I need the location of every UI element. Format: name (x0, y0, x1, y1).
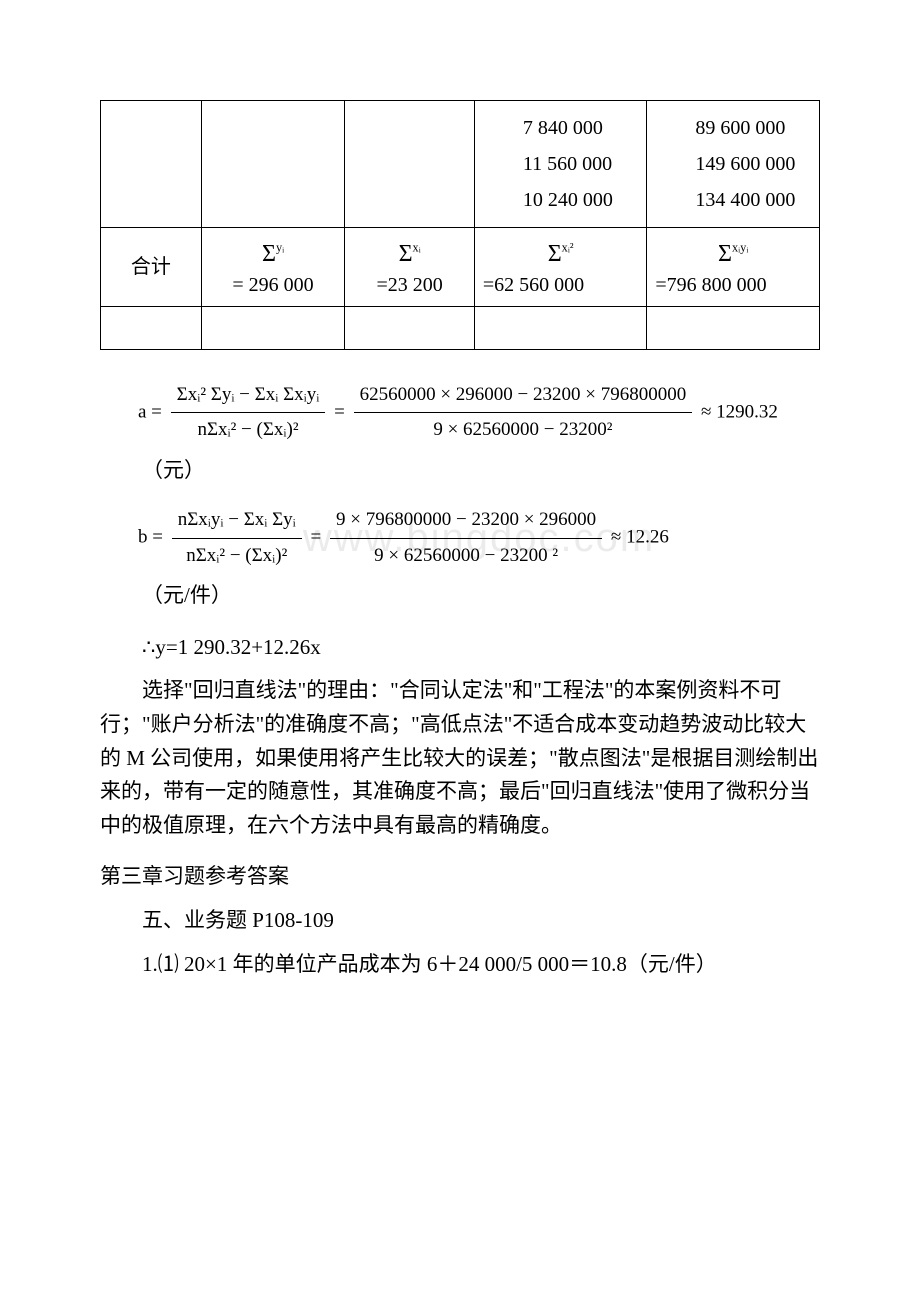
denominator: 9 × 62560000 − 23200 ² (330, 539, 602, 571)
value-line: 149 600 000 (655, 149, 811, 179)
section-heading: 五、业务题 P108-109 (100, 904, 820, 938)
fraction: Σxᵢ² Σyᵢ − Σxᵢ Σxᵢyᵢ nΣxᵢ² − (Σxᵢ)² (171, 380, 326, 446)
formula-lhs: b = (138, 527, 163, 548)
value-line: 7 840 000 (483, 113, 639, 143)
approx-result: ≈ 12.26 (611, 527, 669, 548)
value-line: 11 560 000 (483, 149, 639, 179)
explanation-paragraph: 选择"回归直线法"的理由："合同认定法"和"工程法"的本案例资料不可行；"账户分… (100, 674, 820, 842)
cell-blank (201, 101, 345, 228)
cell-empty (647, 307, 820, 350)
chapter-heading: 第三章习题参考答案 (100, 860, 820, 894)
numerator: 9 × 796800000 − 23200 × 296000 (330, 505, 602, 538)
table-row-total: 合计 Σyᵢ = 296 000 Σxᵢ =23 200 Σxᵢ² =62 56… (101, 228, 820, 307)
cell-sum-xiyi: Σxᵢyᵢ =796 800 000 (647, 228, 820, 307)
fraction: nΣxᵢyᵢ − Σxᵢ Σyᵢ nΣxᵢ² − (Σxᵢ)² (172, 505, 302, 571)
cell-blank (345, 101, 474, 228)
equals: = (334, 401, 345, 422)
cell-sum-yi: Σyᵢ = 296 000 (201, 228, 345, 307)
formula-a: a = Σxᵢ² Σyᵢ − Σxᵢ Σxᵢyᵢ nΣxᵢ² − (Σxᵢ)² … (138, 380, 820, 446)
equals: = (311, 527, 322, 548)
value-line: 89 600 000 (655, 113, 811, 143)
cell-sum-xi2: Σxᵢ² =62 560 000 (474, 228, 647, 307)
numerator: nΣxᵢyᵢ − Σxᵢ Σyᵢ (172, 505, 302, 538)
cell-sum-xi: Σxᵢ =23 200 (345, 228, 474, 307)
cell-blank (101, 101, 202, 228)
value-line: 10 240 000 (483, 185, 639, 215)
equation-y: ∴y=1 290.32+12.26x (100, 631, 820, 665)
denominator: 9 × 62560000 − 23200² (354, 413, 693, 445)
approx-result: ≈ 1290.32 (701, 401, 778, 422)
numerator: 62560000 × 296000 − 23200 × 796800000 (354, 380, 693, 413)
fraction: 9 × 796800000 − 23200 × 296000 9 × 62560… (330, 505, 602, 571)
cell-empty (474, 307, 647, 350)
cell-total-label: 合计 (101, 228, 202, 307)
denominator: nΣxᵢ² − (Σxᵢ)² (172, 539, 302, 571)
formula-b: b = nΣxᵢyᵢ − Σxᵢ Σyᵢ nΣxᵢ² − (Σxᵢ)² = 9 … (138, 505, 820, 571)
cell-empty (345, 307, 474, 350)
denominator: nΣxᵢ² − (Σxᵢ)² (171, 413, 326, 445)
cell-xiyi-values: 89 600 000 149 600 000 134 400 000 (647, 101, 820, 228)
table-row: 7 840 000 11 560 000 10 240 000 89 600 0… (101, 101, 820, 228)
regression-data-table: 7 840 000 11 560 000 10 240 000 89 600 0… (100, 100, 820, 350)
cell-empty (201, 307, 345, 350)
unit-b: （元/件） (142, 579, 820, 613)
question-1: 1.⑴ 20×1 年的单位产品成本为 6＋24 000/5 000＝10.8（元… (100, 948, 820, 982)
table-row-empty (101, 307, 820, 350)
fraction: 62560000 × 296000 − 23200 × 796800000 9 … (354, 380, 693, 446)
cell-empty (101, 307, 202, 350)
numerator: Σxᵢ² Σyᵢ − Σxᵢ Σxᵢyᵢ (171, 380, 326, 413)
formula-lhs: a = (138, 401, 162, 422)
value-line: 134 400 000 (655, 185, 811, 215)
unit-a: （元） (142, 454, 820, 488)
cell-xi2-values: 7 840 000 11 560 000 10 240 000 (474, 101, 647, 228)
